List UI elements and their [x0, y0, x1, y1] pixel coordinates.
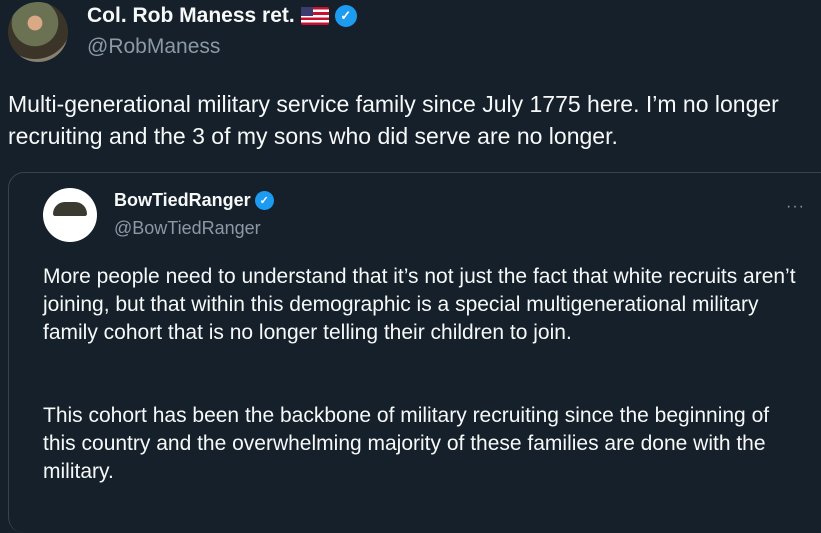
us-flag-icon — [300, 7, 329, 25]
quoted-author-name: BowTiedRanger — [114, 190, 251, 210]
quoted-author-name-row[interactable]: BowTiedRanger ✓ — [114, 190, 274, 211]
tweet-text: Multi-generational military service fami… — [8, 91, 779, 149]
author-name-row[interactable]: Col. Rob Maness ret. ✓ — [87, 4, 357, 28]
author-handle[interactable]: @RobManess — [87, 35, 221, 58]
verified-badge-icon[interactable]: ✓ — [334, 5, 357, 27]
more-options-icon[interactable]: ··· — [786, 198, 805, 215]
quoted-paragraph: More people need to understand that it’s… — [43, 265, 796, 344]
quoted-paragraph: This cohort has been the backbone of mil… — [43, 404, 770, 483]
quoted-author-avatar[interactable] — [43, 188, 97, 242]
ranger-tab-icon — [53, 202, 87, 216]
verified-badge-icon[interactable]: ✓ — [254, 191, 274, 210]
author-avatar[interactable] — [8, 2, 68, 62]
quoted-tweet[interactable] — [8, 172, 821, 533]
author-name: Col. Rob Maness ret. — [87, 4, 295, 27]
quoted-author-handle[interactable]: @BowTiedRanger — [114, 218, 261, 238]
